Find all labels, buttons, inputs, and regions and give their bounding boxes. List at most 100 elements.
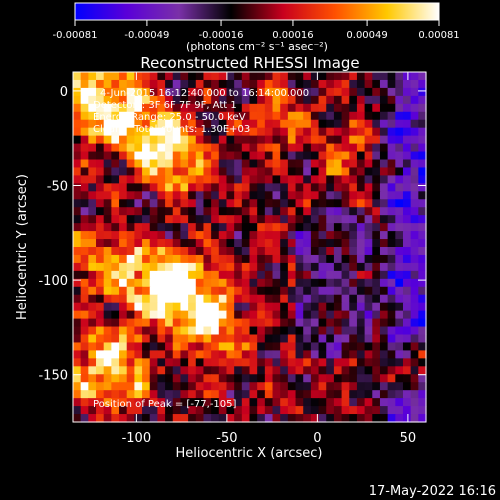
heatmap-pixel <box>241 215 251 224</box>
heatmap-pixel <box>211 167 220 177</box>
heatmap-pixel <box>257 326 266 336</box>
heatmap-pixel <box>142 262 151 272</box>
heatmap-pixel <box>188 366 197 375</box>
heatmap-pixel <box>272 95 281 105</box>
heatmap-pixel <box>295 350 304 359</box>
heatmap-pixel <box>418 302 427 312</box>
heatmap-pixel <box>80 334 89 344</box>
heatmap-pixel <box>103 95 112 105</box>
heatmap-pixel <box>149 286 159 296</box>
heatmap-pixel <box>119 262 128 272</box>
heatmap-pixel <box>126 143 135 153</box>
heatmap-pixel <box>88 390 97 399</box>
heatmap-pixel <box>379 254 389 264</box>
heatmap-pixel <box>88 207 97 216</box>
heatmap-pixel <box>402 406 412 415</box>
heatmap-pixel <box>234 151 243 161</box>
heatmap-pixel <box>372 175 381 184</box>
heatmap-pixel <box>280 183 289 192</box>
heatmap-pixel <box>280 286 289 296</box>
heatmap-pixel <box>142 406 151 415</box>
heatmap-pixel <box>234 390 243 399</box>
heatmap-pixel <box>364 302 373 312</box>
heatmap-pixel <box>387 382 396 391</box>
heatmap-pixel <box>195 167 205 177</box>
heatmap-pixel <box>372 239 381 248</box>
heatmap-pixel <box>295 215 304 224</box>
heatmap-pixel <box>96 254 105 264</box>
heatmap-pixel <box>241 239 251 248</box>
heatmap-pixel <box>149 414 159 423</box>
heatmap-pixel <box>326 183 335 192</box>
heatmap-pixel <box>249 398 258 407</box>
heatmap-pixel <box>180 342 189 352</box>
heatmap-pixel <box>402 87 412 97</box>
heatmap-pixel <box>333 72 343 81</box>
heatmap-pixel <box>165 223 174 232</box>
heatmap-pixel <box>119 342 128 352</box>
heatmap-pixel <box>287 199 297 208</box>
heatmap-pixel <box>410 302 419 312</box>
heatmap-pixel <box>103 72 112 81</box>
heatmap-pixel <box>372 95 381 105</box>
heatmap-pixel <box>134 79 143 89</box>
heatmap-pixel <box>418 103 427 113</box>
heatmap-pixel <box>73 254 82 264</box>
heatmap-pixel <box>410 294 419 304</box>
heatmap-pixel <box>188 247 197 256</box>
heatmap-pixel <box>402 175 412 184</box>
heatmap-pixel <box>333 334 343 344</box>
heatmap-pixel <box>211 127 220 137</box>
heatmap-pixel <box>103 111 112 121</box>
heatmap-pixel <box>418 207 427 216</box>
heatmap-pixel <box>226 207 235 216</box>
heatmap-pixel <box>142 302 151 312</box>
heatmap-pixel <box>103 286 112 296</box>
heatmap-pixel <box>333 310 343 320</box>
heatmap-pixel <box>287 270 297 280</box>
heatmap-pixel <box>188 254 197 264</box>
heatmap-pixel <box>134 183 143 192</box>
heatmap-pixel <box>341 262 350 272</box>
heatmap-pixel <box>119 175 128 184</box>
heatmap-pixel <box>96 302 105 312</box>
heatmap-pixel <box>234 231 243 240</box>
heatmap-pixel <box>165 254 174 264</box>
heatmap-pixel <box>257 119 266 129</box>
heatmap-pixel <box>287 159 297 169</box>
heatmap-pixel <box>364 310 373 320</box>
heatmap-pixel <box>180 199 189 208</box>
heatmap-pixel <box>142 326 151 336</box>
heatmap-pixel <box>157 294 166 304</box>
heatmap-pixel <box>142 127 151 137</box>
heatmap-pixel <box>287 342 297 352</box>
heatmap-pixel <box>287 326 297 336</box>
heatmap-pixel <box>402 278 412 288</box>
heatmap-pixel <box>142 366 151 375</box>
heatmap-pixel <box>226 95 235 105</box>
heatmap-pixel <box>88 286 97 296</box>
heatmap-pixel <box>356 254 366 264</box>
heatmap-pixel <box>257 191 266 200</box>
heatmap-pixel <box>287 350 297 359</box>
heatmap-pixel <box>333 398 343 407</box>
heatmap-pixel <box>96 95 105 105</box>
heatmap-pixel <box>272 167 281 177</box>
heatmap-pixel <box>249 326 258 336</box>
heatmap-pixel <box>126 414 135 423</box>
heatmap-pixel <box>142 72 151 81</box>
heatmap-pixel <box>241 278 251 288</box>
heatmap-pixel <box>195 382 205 391</box>
heatmap-pixel <box>226 382 235 391</box>
heatmap-pixel <box>295 374 304 383</box>
heatmap-pixel <box>295 191 304 200</box>
heatmap-pixel <box>326 326 335 336</box>
heatmap-pixel <box>119 119 128 129</box>
heatmap-pixel <box>379 294 389 304</box>
heatmap-pixel <box>418 151 427 161</box>
heatmap-pixel <box>249 207 258 216</box>
heatmap-pixel <box>111 278 120 288</box>
heatmap-pixel <box>188 151 197 161</box>
heatmap-pixel <box>249 215 258 224</box>
heatmap-pixel <box>111 127 120 137</box>
